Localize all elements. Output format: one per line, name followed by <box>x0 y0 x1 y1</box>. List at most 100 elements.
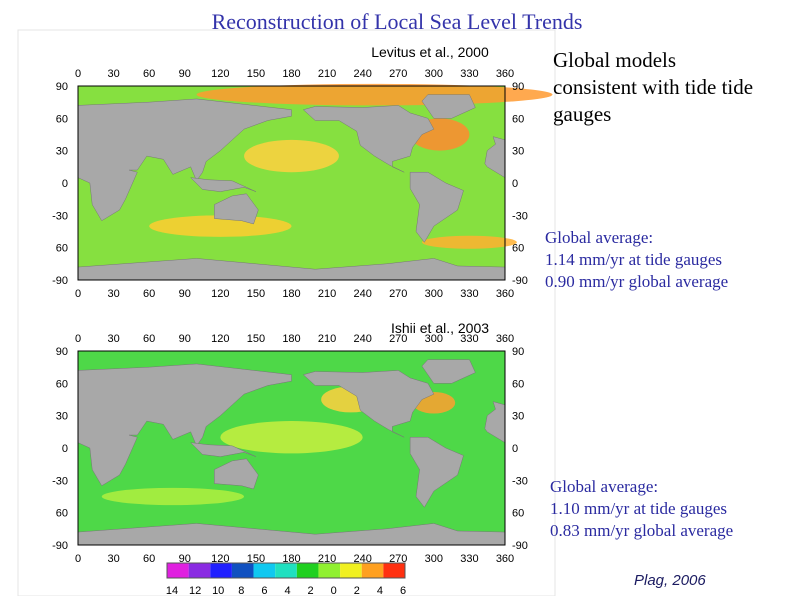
lon-tick-label: 150 <box>247 68 265 80</box>
lon-tick-label: 150 <box>247 288 265 300</box>
map-label: Levitus et al., 2000 <box>371 44 489 60</box>
lon-tick-label: 210 <box>318 68 336 80</box>
land <box>77 98 292 222</box>
lon-tick-label: 90 <box>179 553 191 565</box>
colorbar-label: 6 <box>400 585 406 596</box>
colorbar-swatch <box>275 563 297 578</box>
lat-tick-label: -90 <box>512 540 528 552</box>
lon-tick-label: 180 <box>282 288 300 300</box>
lon-tick-label: 210 <box>318 288 336 300</box>
colorbar-frame <box>166 562 406 579</box>
lon-tick-label: 30 <box>107 68 119 80</box>
colorbar-swatch <box>318 563 341 578</box>
lat-tick-label: 60 <box>512 113 524 125</box>
colorbar-label: 8 <box>238 585 244 596</box>
lat-tick-label: 0 <box>62 178 68 190</box>
colorbar-label: 2 <box>308 585 314 596</box>
land <box>214 193 259 225</box>
lon-tick-label: 210 <box>318 333 336 345</box>
lon-tick-label: 360 <box>496 553 514 565</box>
lat-tick-label: 0 <box>512 443 518 455</box>
lon-tick-label: 90 <box>179 333 191 345</box>
land <box>409 436 464 508</box>
lat-tick-label: -90 <box>52 540 68 552</box>
colorbar-swatch <box>188 563 211 578</box>
lon-tick-label: 270 <box>389 288 407 300</box>
anomaly <box>149 215 292 237</box>
lon-tick-label: 120 <box>211 288 229 300</box>
lat-tick-label: 30 <box>512 411 524 423</box>
anomaly <box>421 235 517 249</box>
lon-tick-label: 90 <box>179 68 191 80</box>
anomaly <box>101 487 245 506</box>
lat-tick-label: 30 <box>56 411 68 423</box>
lon-tick-label: 0 <box>75 68 81 80</box>
map-frame <box>77 85 506 281</box>
land <box>214 458 259 490</box>
average-line: 1.14 mm/yr at tide gauges <box>545 250 722 269</box>
lat-tick-label: -30 <box>512 210 528 222</box>
lon-tick-label: 150 <box>247 333 265 345</box>
lon-tick-label: 240 <box>353 288 371 300</box>
lon-tick-label: 240 <box>353 68 371 80</box>
colorbar-swatch <box>296 563 319 578</box>
lon-tick-label: 180 <box>282 68 300 80</box>
land <box>302 105 435 173</box>
lon-tick-label: 300 <box>425 288 443 300</box>
land <box>189 442 257 457</box>
lat-tick-label: 30 <box>56 146 68 158</box>
lon-tick-label: 120 <box>211 553 229 565</box>
lat-tick-label: 60 <box>56 508 68 520</box>
lon-tick-label: 120 <box>211 68 229 80</box>
headline-line: gauges <box>553 102 611 126</box>
lat-tick-label: 0 <box>512 178 518 190</box>
lat-tick-label: 60 <box>512 508 524 520</box>
lon-tick-label: 30 <box>107 288 119 300</box>
colorbar-label: 10 <box>212 585 224 596</box>
lon-tick-label: 300 <box>425 333 443 345</box>
land <box>302 370 435 438</box>
colorbar-label: 6 <box>261 585 267 596</box>
lat-tick-label: 90 <box>56 346 68 358</box>
colorbar-swatch <box>383 563 405 578</box>
lat-tick-label: 60 <box>56 243 68 255</box>
lon-tick-label: 0 <box>75 288 81 300</box>
lat-tick-label: -30 <box>52 475 68 487</box>
lon-tick-label: 30 <box>107 333 119 345</box>
lon-tick-label: 60 <box>143 68 155 80</box>
average-line: 0.83 mm/yr global average <box>550 521 733 540</box>
lon-tick-label: 0 <box>75 553 81 565</box>
lon-tick-label: 150 <box>247 553 265 565</box>
colorbar-swatch <box>210 563 232 578</box>
lat-tick-label: 90 <box>56 81 68 93</box>
colorbar-swatch <box>167 563 189 578</box>
lon-tick-label: 0 <box>75 333 81 345</box>
land <box>409 171 464 243</box>
headline-line: Global models <box>553 48 676 72</box>
lon-tick-label: 360 <box>496 333 514 345</box>
lon-tick-label: 330 <box>460 553 478 565</box>
land <box>77 363 292 487</box>
lon-tick-label: 240 <box>353 333 371 345</box>
land <box>421 359 476 384</box>
average-line: 1.10 mm/yr at tide gauges <box>550 499 727 518</box>
lat-tick-label: -90 <box>52 275 68 287</box>
lon-tick-label: 210 <box>318 553 336 565</box>
lon-tick-label: 120 <box>211 333 229 345</box>
lat-tick-label: -30 <box>512 475 528 487</box>
lon-tick-label: 330 <box>460 68 478 80</box>
lat-tick-label: 60 <box>56 113 68 125</box>
colorbar-label: 14 <box>166 585 178 596</box>
lon-tick-label: 90 <box>179 288 191 300</box>
colorbar-label: 2 <box>354 585 360 596</box>
lon-tick-label: 300 <box>425 553 443 565</box>
lat-tick-label: 0 <box>62 443 68 455</box>
lon-tick-label: 60 <box>143 288 155 300</box>
colorbar-swatch <box>231 563 254 578</box>
lon-tick-label: 30 <box>107 553 119 565</box>
anomaly <box>196 83 553 106</box>
lat-tick-label: 90 <box>512 346 524 358</box>
map-label: Ishii et al., 2003 <box>391 320 489 336</box>
